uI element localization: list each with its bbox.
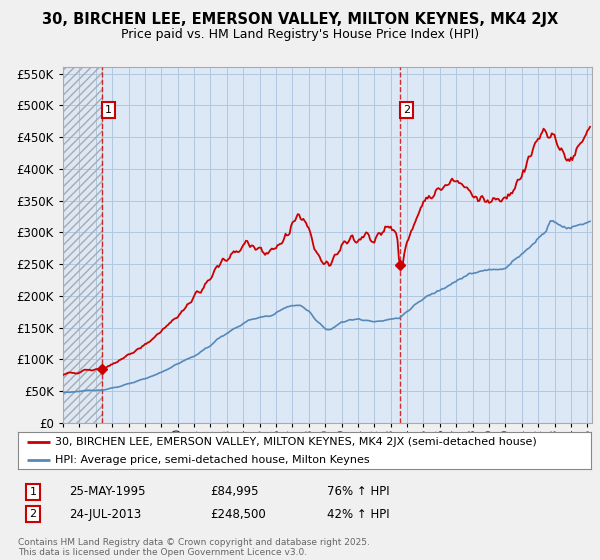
Text: 42% ↑ HPI: 42% ↑ HPI <box>327 507 389 521</box>
Text: £84,995: £84,995 <box>210 485 259 498</box>
Text: 1: 1 <box>29 487 37 497</box>
Text: 76% ↑ HPI: 76% ↑ HPI <box>327 485 389 498</box>
Text: £248,500: £248,500 <box>210 507 266 521</box>
Text: 30, BIRCHEN LEE, EMERSON VALLEY, MILTON KEYNES, MK4 2JX: 30, BIRCHEN LEE, EMERSON VALLEY, MILTON … <box>42 12 558 27</box>
Text: Price paid vs. HM Land Registry's House Price Index (HPI): Price paid vs. HM Land Registry's House … <box>121 28 479 41</box>
Text: 2: 2 <box>29 509 37 519</box>
Text: HPI: Average price, semi-detached house, Milton Keynes: HPI: Average price, semi-detached house,… <box>55 455 370 465</box>
Text: 24-JUL-2013: 24-JUL-2013 <box>69 507 141 521</box>
Text: 2: 2 <box>403 105 410 115</box>
Text: 1: 1 <box>105 105 112 115</box>
Text: Contains HM Land Registry data © Crown copyright and database right 2025.
This d: Contains HM Land Registry data © Crown c… <box>18 538 370 557</box>
Text: 30, BIRCHEN LEE, EMERSON VALLEY, MILTON KEYNES, MK4 2JX (semi-detached house): 30, BIRCHEN LEE, EMERSON VALLEY, MILTON … <box>55 437 537 447</box>
Text: 25-MAY-1995: 25-MAY-1995 <box>69 485 146 498</box>
